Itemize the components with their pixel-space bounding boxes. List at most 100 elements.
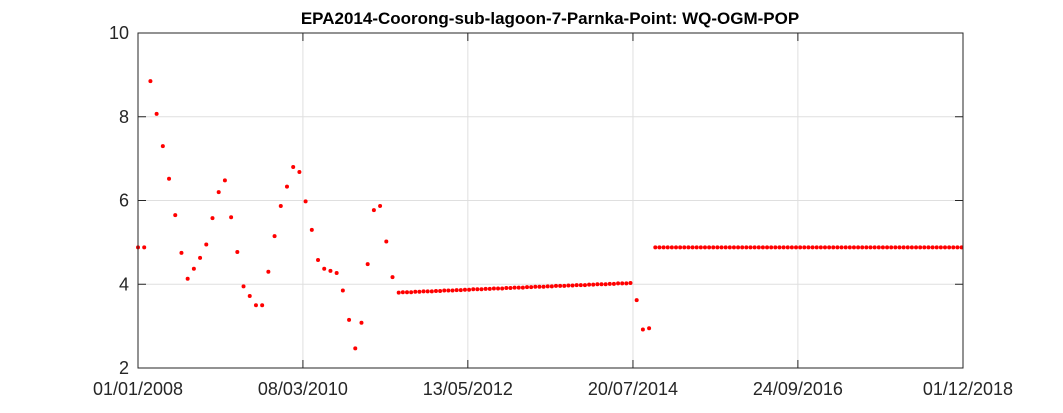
data-point [669,245,674,250]
data-point [698,245,703,250]
data-point [607,281,612,286]
data-point [500,286,505,291]
data-point [167,176,172,181]
data-point [773,245,778,250]
data-point [711,245,716,250]
axis-ticks [137,32,964,369]
data-point [909,245,914,250]
data-point [647,326,652,331]
y-tick-label: 4 [119,274,129,294]
data-point [359,320,364,325]
data-point [756,245,761,250]
data-point [479,287,484,292]
data-point [822,245,827,250]
x-tick-label: 08/03/2010 [258,379,348,399]
data-point [794,245,799,250]
data-point [926,245,931,250]
data-point [690,245,695,250]
data-point [438,288,443,293]
data-point [297,170,302,175]
data-point [316,257,321,262]
data-point [512,285,517,290]
data-point [603,282,608,287]
data-point [889,245,894,250]
chart-title: EPA2014-Coorong-sub-lagoon-7-Parnka-Poin… [301,9,799,28]
x-tick-label: 01/01/2008 [93,379,183,399]
data-point [657,245,662,250]
data-point [682,245,687,250]
data-point [686,245,691,250]
data-point [328,268,333,273]
data-point [425,289,430,294]
data-point [210,216,215,221]
data-point [462,287,467,292]
data-point [241,284,246,289]
y-tick-label: 6 [119,191,129,211]
data-point [851,245,856,250]
data-point [198,255,203,260]
data-point [458,288,463,293]
data-point [864,245,869,250]
data-point [154,111,159,116]
data-point [947,245,952,250]
data-point [309,227,314,232]
data-point [487,286,492,291]
data-point [516,285,521,290]
data-point [702,245,707,250]
data-point [914,245,919,250]
data-point [483,286,488,291]
data-point [446,288,451,293]
data-point [748,245,753,250]
data-point [715,245,720,250]
data-point [365,262,370,267]
data-point [400,290,405,295]
data-point [640,327,645,332]
data-point [595,282,600,287]
data-point [707,245,712,250]
data-point [587,282,592,287]
data-point [930,245,935,250]
data-point [525,285,530,290]
data-point [417,289,422,294]
x-tick-label: 24/09/2016 [753,379,843,399]
data-point [839,245,844,250]
data-point [260,303,265,308]
data-point [951,245,956,250]
data-point [253,303,258,308]
data-point [918,245,923,250]
data-point [744,245,749,250]
data-point [334,270,339,275]
data-point [860,245,865,250]
data-point [628,280,633,285]
data-point [582,283,587,288]
data-point [723,245,728,250]
data-point [475,287,480,292]
data-point [831,245,836,250]
data-point [533,284,538,289]
data-point [508,286,513,291]
data-points [136,79,964,351]
x-tick-label: 13/05/2012 [423,379,513,399]
data-point [955,245,960,250]
data-point [769,245,774,250]
data-point [719,245,724,250]
data-point [454,288,459,293]
y-tick-label: 10 [109,23,129,43]
data-point [616,281,621,286]
data-point [266,269,271,274]
data-point [785,245,790,250]
data-point [798,245,803,250]
grid-lines [138,33,963,368]
data-point [942,245,947,250]
data-point [340,288,345,293]
data-point [814,245,819,250]
data-point [142,245,147,250]
data-point [467,287,472,292]
data-point [599,282,604,287]
data-point [802,245,807,250]
data-point [371,208,376,213]
data-point [847,245,852,250]
data-point [278,203,283,208]
data-point [876,245,881,250]
data-point [322,266,327,271]
